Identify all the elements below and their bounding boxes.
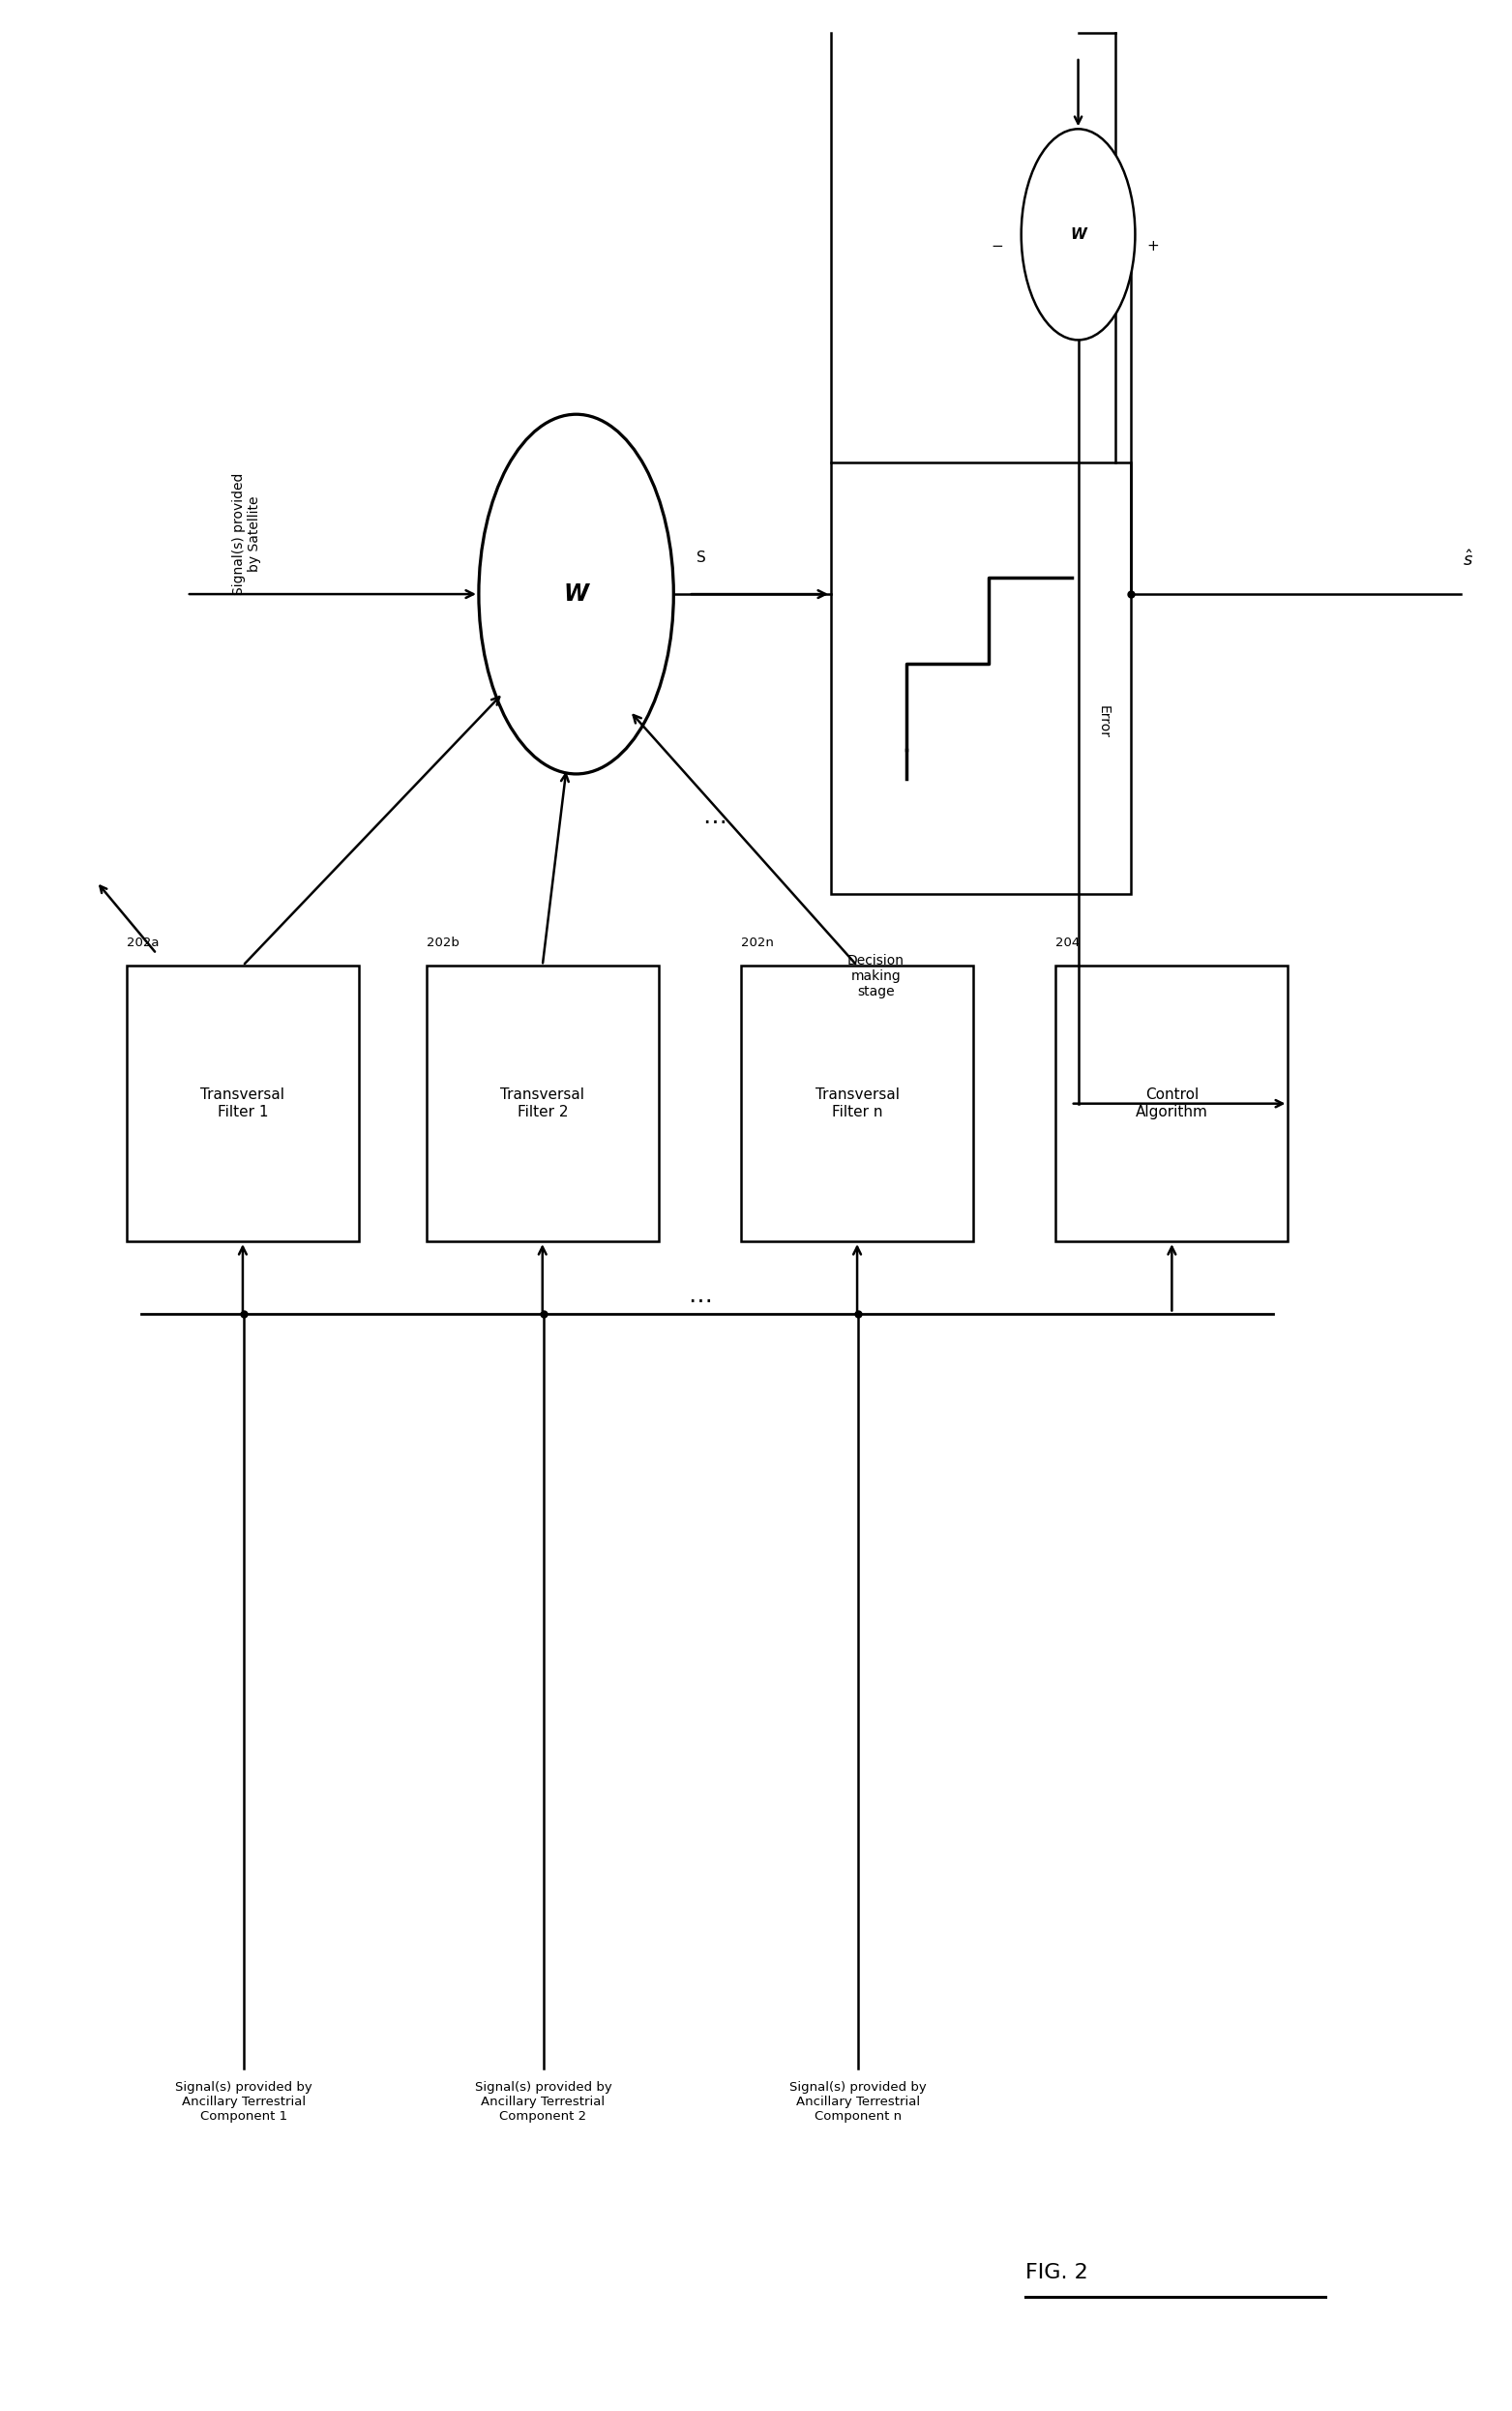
Text: +: + bbox=[1148, 239, 1160, 253]
Text: Transversal
Filter n: Transversal Filter n bbox=[815, 1087, 900, 1119]
Text: 202b: 202b bbox=[426, 935, 460, 950]
Text: 202a: 202a bbox=[127, 935, 159, 950]
Text: Error: Error bbox=[1096, 706, 1110, 738]
FancyBboxPatch shape bbox=[1055, 967, 1288, 1242]
Text: Decision
making
stage: Decision making stage bbox=[847, 955, 904, 998]
Text: W: W bbox=[564, 583, 588, 605]
FancyBboxPatch shape bbox=[426, 967, 659, 1242]
Text: Signal(s) provided by
Ancillary Terrestrial
Component 1: Signal(s) provided by Ancillary Terrestr… bbox=[175, 2081, 311, 2122]
Ellipse shape bbox=[479, 415, 673, 774]
FancyBboxPatch shape bbox=[832, 463, 1131, 894]
FancyBboxPatch shape bbox=[127, 967, 358, 1242]
Text: ⋯: ⋯ bbox=[703, 810, 727, 834]
Text: S: S bbox=[696, 550, 706, 564]
FancyBboxPatch shape bbox=[741, 967, 974, 1242]
Ellipse shape bbox=[1021, 130, 1136, 340]
Text: Signal(s) provided by
Ancillary Terrestrial
Component n: Signal(s) provided by Ancillary Terrestr… bbox=[789, 2081, 927, 2122]
Text: −: − bbox=[990, 239, 1004, 253]
Text: ⋯: ⋯ bbox=[688, 1290, 712, 1314]
Text: FIG. 2: FIG. 2 bbox=[1025, 2264, 1089, 2283]
Text: $\hat{s}$: $\hat{s}$ bbox=[1462, 550, 1473, 569]
Text: 204: 204 bbox=[1055, 935, 1080, 950]
Text: Control
Algorithm: Control Algorithm bbox=[1136, 1087, 1208, 1119]
Text: Transversal
Filter 2: Transversal Filter 2 bbox=[500, 1087, 585, 1119]
Text: W: W bbox=[1070, 227, 1086, 241]
Text: 202n: 202n bbox=[741, 935, 774, 950]
Text: Signal(s) provided by
Ancillary Terrestrial
Component 2: Signal(s) provided by Ancillary Terrestr… bbox=[475, 2081, 612, 2122]
Text: Signal(s) provided
by Satellite: Signal(s) provided by Satellite bbox=[231, 473, 262, 596]
Text: Transversal
Filter 1: Transversal Filter 1 bbox=[201, 1087, 284, 1119]
